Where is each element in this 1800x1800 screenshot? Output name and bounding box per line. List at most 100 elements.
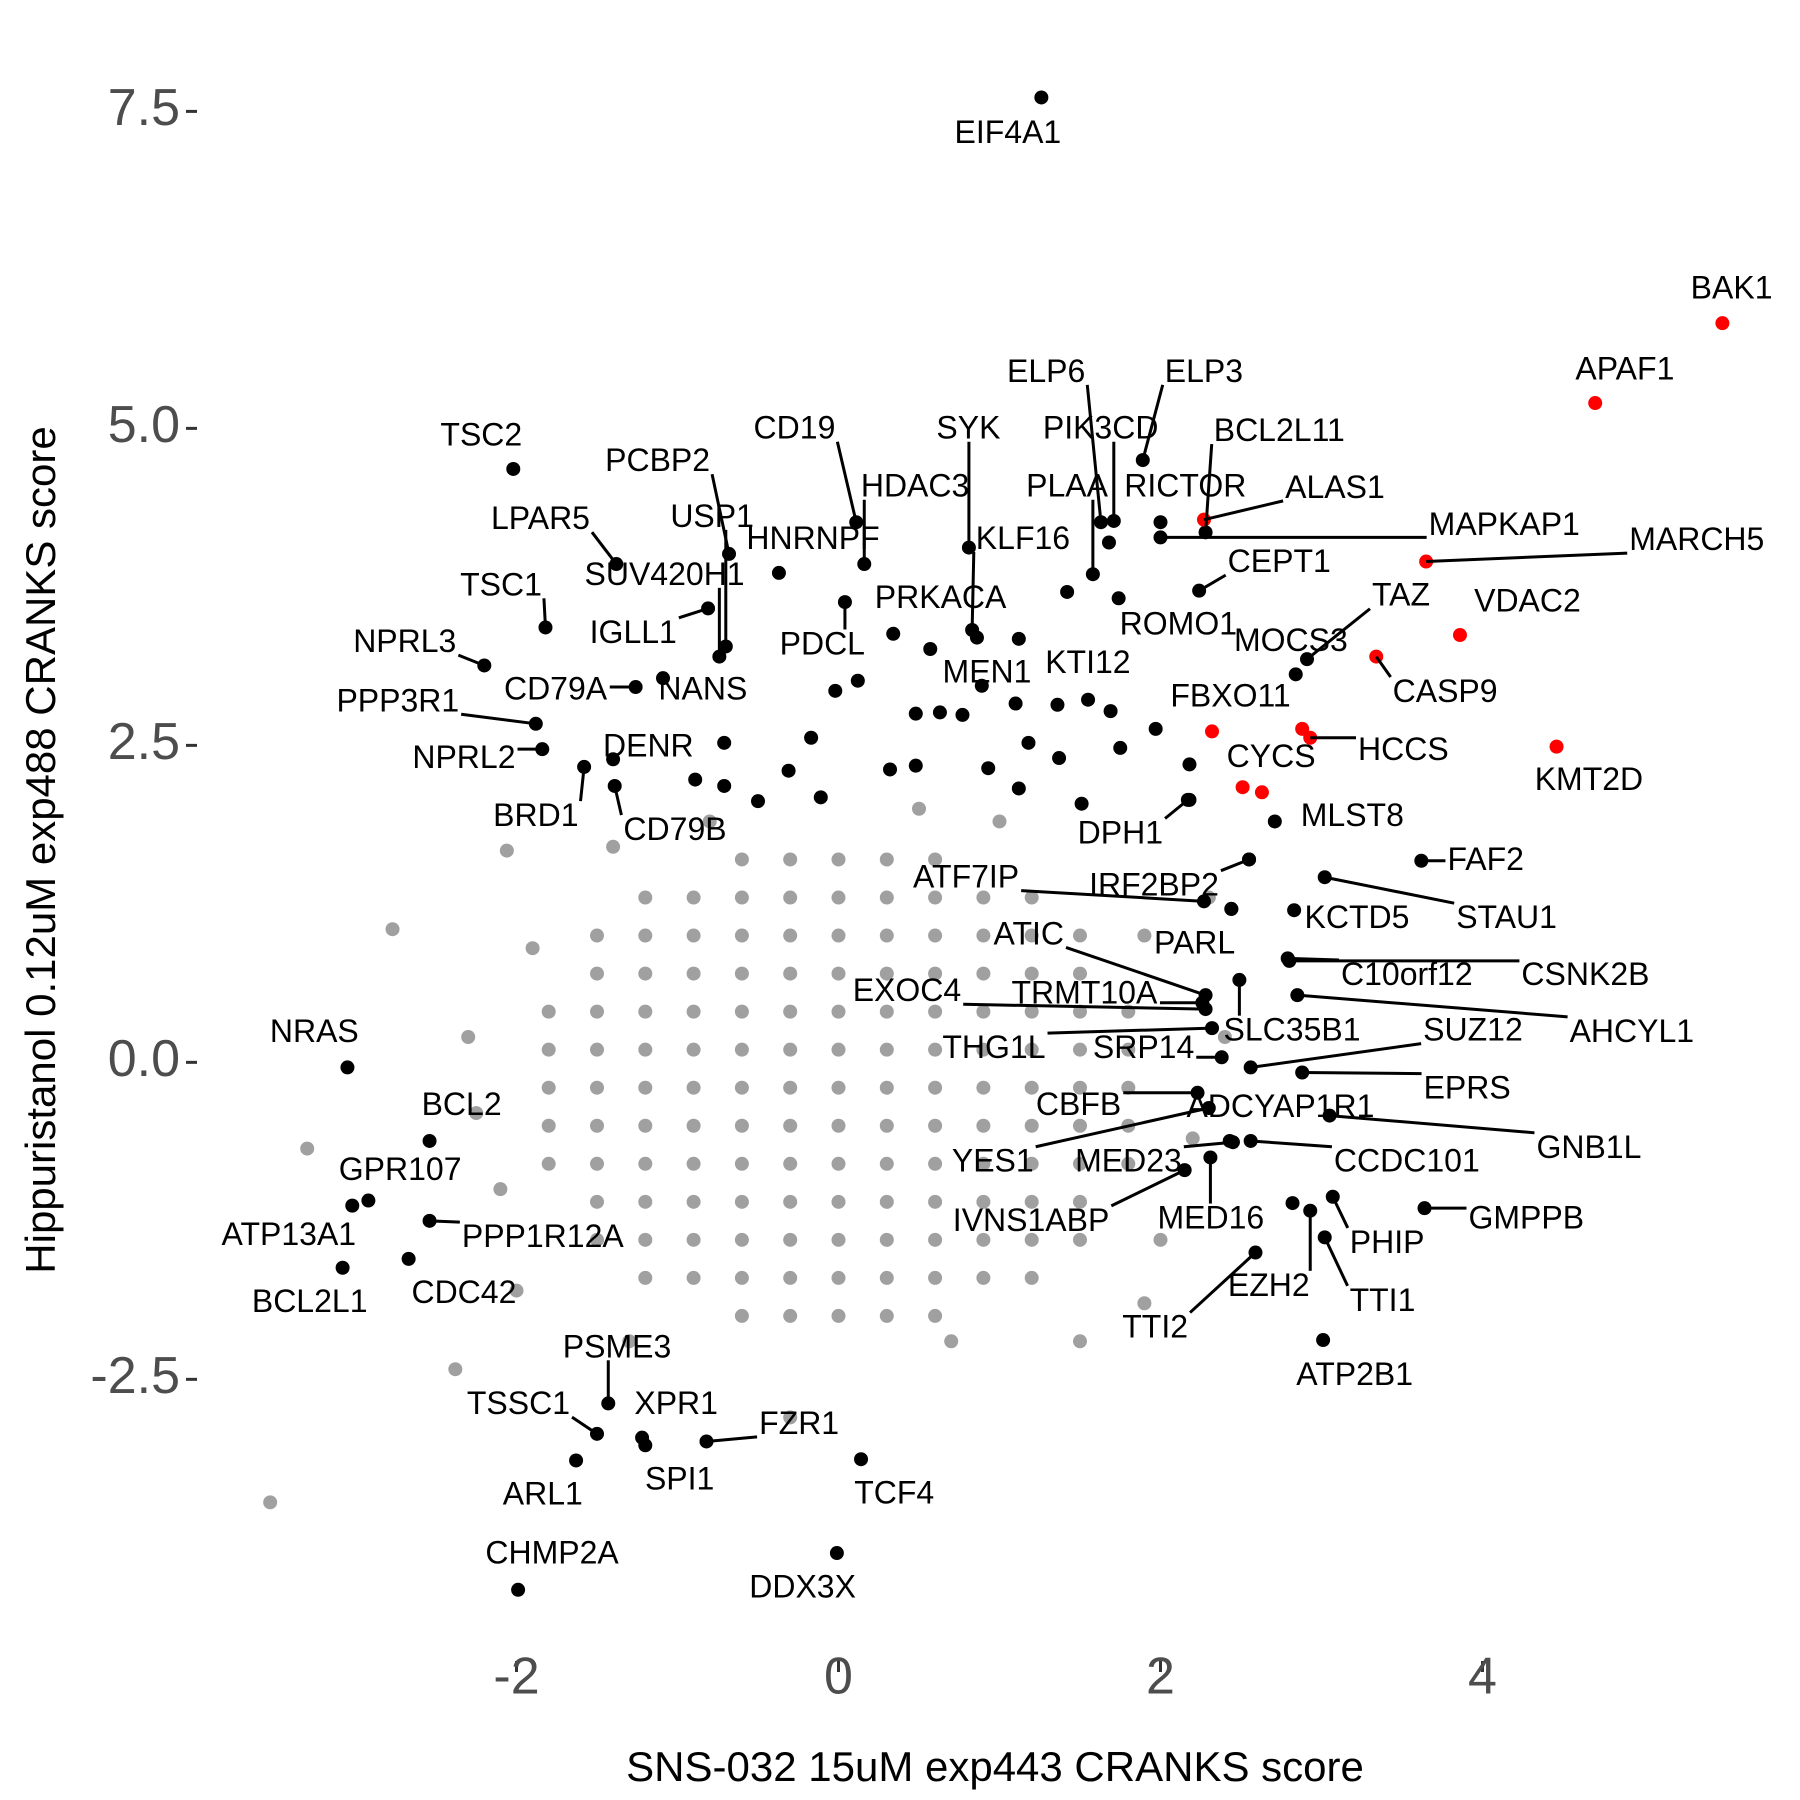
point <box>1024 1080 1039 1095</box>
leader-line <box>1035 1106 1210 1149</box>
point <box>783 1080 798 1095</box>
leader-line <box>579 766 586 802</box>
point <box>686 1080 701 1095</box>
point <box>1073 1194 1087 1209</box>
point <box>638 1080 653 1095</box>
point <box>622 1334 637 1349</box>
point <box>340 1060 355 1075</box>
point <box>638 1004 653 1019</box>
point <box>1103 704 1118 719</box>
point-label: ROMO1 <box>1120 606 1237 642</box>
point-label: TSC2 <box>440 417 522 453</box>
point <box>1148 721 1163 736</box>
point-label: MED16 <box>1157 1200 1264 1236</box>
point <box>1021 735 1036 750</box>
point <box>686 1118 701 1133</box>
point <box>831 1080 846 1095</box>
point <box>1588 396 1603 411</box>
point-label: BCL2L1 <box>252 1283 368 1319</box>
point <box>734 852 749 867</box>
point <box>734 1232 749 1247</box>
point-label: MEN1 <box>943 653 1032 689</box>
point <box>928 1156 943 1171</box>
point-label: XPR1 <box>634 1385 718 1421</box>
point <box>1182 757 1197 772</box>
point <box>783 890 798 905</box>
point <box>828 683 843 698</box>
point <box>886 626 901 641</box>
point <box>783 1308 798 1323</box>
point <box>734 1270 749 1285</box>
x-tick-label: 0 <box>824 1648 853 1706</box>
point <box>1288 667 1303 682</box>
point <box>541 1042 556 1057</box>
point <box>734 1004 749 1019</box>
point-label: KLF16 <box>976 520 1070 556</box>
point <box>590 966 604 981</box>
point-label: EPRS <box>1424 1070 1511 1106</box>
leader-line <box>1250 1042 1422 1069</box>
point <box>335 1260 350 1275</box>
point <box>928 1118 943 1133</box>
point-label: NRAS <box>270 1013 359 1049</box>
point-label: SUZ12 <box>1423 1012 1523 1048</box>
point-label: CEPT1 <box>1228 543 1331 579</box>
point <box>1137 928 1152 943</box>
point <box>992 814 1007 829</box>
point <box>1217 1029 1232 1044</box>
point-label: TSC1 <box>460 566 542 602</box>
point <box>928 1004 943 1019</box>
point <box>1060 584 1075 599</box>
point <box>883 762 898 777</box>
point <box>928 1080 943 1095</box>
point <box>908 758 923 773</box>
point-label: DPH1 <box>1078 815 1163 851</box>
point <box>1024 1118 1039 1133</box>
point <box>590 1004 604 1019</box>
point-label: ATP2B1 <box>1296 1356 1413 1392</box>
point <box>686 1156 701 1171</box>
point <box>1316 1333 1331 1348</box>
point <box>734 1118 749 1133</box>
point <box>1024 1156 1039 1171</box>
point <box>1287 903 1302 918</box>
point-label: EXOC4 <box>853 972 961 1008</box>
point-label: FZR1 <box>759 1405 839 1441</box>
leader-line <box>1110 1168 1186 1208</box>
point <box>1295 721 1310 736</box>
point <box>569 1453 584 1468</box>
point-label: CCDC101 <box>1334 1143 1480 1179</box>
point-label: CD79B <box>623 811 726 847</box>
point-label: EIF4A1 <box>955 114 1062 150</box>
point-label: PARL <box>1154 925 1235 961</box>
point-label: PSME3 <box>563 1328 671 1364</box>
leader-line <box>1065 945 1207 997</box>
point <box>932 705 947 720</box>
leader-line <box>1250 1139 1333 1149</box>
point <box>1073 1080 1087 1095</box>
point-label: EZH2 <box>1228 1267 1310 1303</box>
point <box>928 1042 943 1057</box>
point-label: AHCYL1 <box>1570 1013 1695 1049</box>
point-label: MAPKAP1 <box>1429 506 1580 542</box>
leader-line <box>1323 1236 1349 1287</box>
leader-line <box>542 598 547 628</box>
leader-line <box>970 551 976 631</box>
point <box>783 1232 798 1247</box>
point <box>590 1156 604 1171</box>
point-label: PHIP <box>1350 1224 1425 1260</box>
point-label: TTI1 <box>1350 1282 1416 1318</box>
point-label: IGLL1 <box>590 614 677 650</box>
leader-line <box>1189 1251 1257 1314</box>
point-label: PIK3CD <box>1043 410 1159 446</box>
point-label: CYCS <box>1227 738 1316 774</box>
point <box>686 966 701 981</box>
point <box>831 1232 846 1247</box>
point <box>781 763 796 778</box>
point <box>976 890 991 905</box>
point-label: NPRL3 <box>353 623 456 659</box>
point-label: GNB1L <box>1536 1129 1641 1165</box>
point-label: HNRNPF <box>746 520 879 556</box>
point <box>879 1156 894 1171</box>
